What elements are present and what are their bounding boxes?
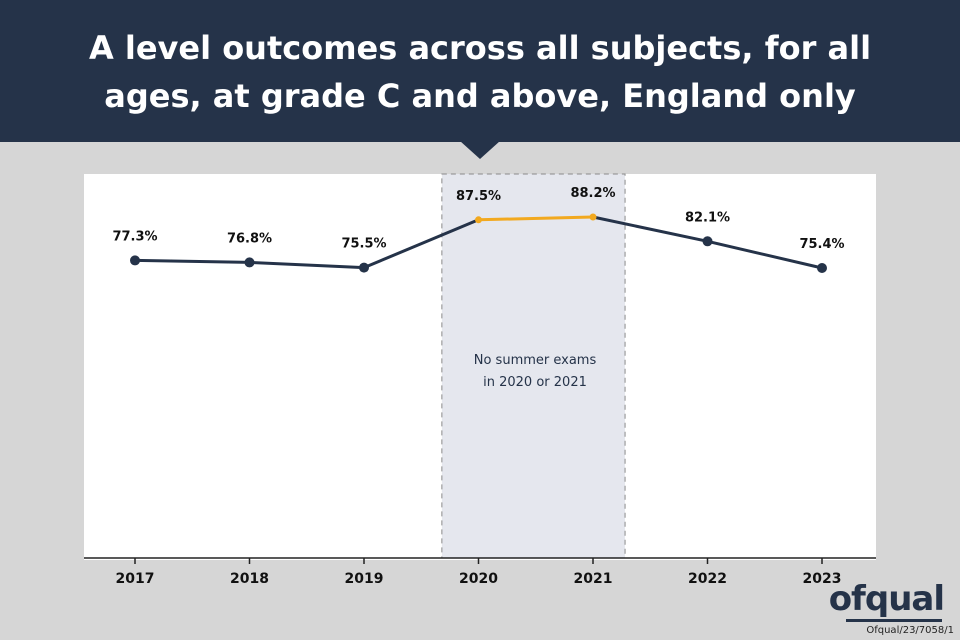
ofqual-logo: ofqual: [828, 579, 945, 619]
x-tick-label-2018: 2018: [230, 571, 269, 587]
line-segment-2017-2018: [133, 258, 251, 264]
data-point-2017: [130, 255, 140, 266]
data-point-2023: [817, 263, 827, 273]
data-label-2017: 77.3%: [112, 229, 157, 244]
series-lines: [133, 215, 824, 270]
data-point-2018: [244, 257, 255, 268]
data-point-2020: [475, 216, 482, 224]
x-tick-label-2021: 2021: [574, 571, 613, 587]
data-label-2018: 76.8%: [227, 231, 272, 246]
line-segment-2018-2019: [248, 260, 366, 270]
data-labels: 77.3% 76.8% 75.5% 87.5% 88.2% 82.1% 75.4%: [112, 186, 844, 252]
data-label-2022: 82.1%: [685, 210, 730, 225]
data-label-2023: 75.4%: [799, 237, 844, 252]
data-label-2020: 87.5%: [456, 189, 501, 204]
x-tick-label-2023: 2023: [803, 571, 842, 587]
data-points: [130, 213, 827, 273]
annotation-line-1: No summer exams: [474, 353, 597, 368]
logo-underline: [846, 619, 942, 622]
line-segment-2021-2022: [591, 215, 709, 243]
line-segment-2022-2023: [706, 239, 824, 270]
chart-title: A level outcomes across all subjects, fo…: [88, 29, 872, 115]
line-segment-2020-2021: [477, 215, 595, 222]
data-point-2022: [702, 236, 713, 247]
data-point-2021: [589, 213, 597, 221]
x-tick-label-2022: 2022: [688, 571, 727, 587]
data-label-2021: 88.2%: [570, 186, 615, 201]
x-axis: [84, 557, 876, 564]
covid-period-shade: [441, 173, 626, 559]
reference-number: Ofqual/23/7058/1: [866, 625, 954, 636]
x-tick-label-2019: 2019: [345, 571, 384, 587]
line-segment-2019-2020: [362, 218, 480, 270]
header-banner: A level outcomes across all subjects, fo…: [0, 0, 960, 142]
header-pointer: [460, 141, 500, 159]
x-tick-labels: 2017 2018 2019 2020 2021 2022 2023: [116, 571, 842, 587]
data-point-2019: [359, 262, 369, 273]
covid-period-shade-group: [441, 173, 626, 559]
annotation-line-2: in 2020 or 2021: [483, 375, 587, 390]
x-tick-label-2017: 2017: [116, 571, 155, 587]
data-label-2019: 75.5%: [341, 237, 386, 252]
x-tick-label-2020: 2020: [459, 571, 498, 587]
